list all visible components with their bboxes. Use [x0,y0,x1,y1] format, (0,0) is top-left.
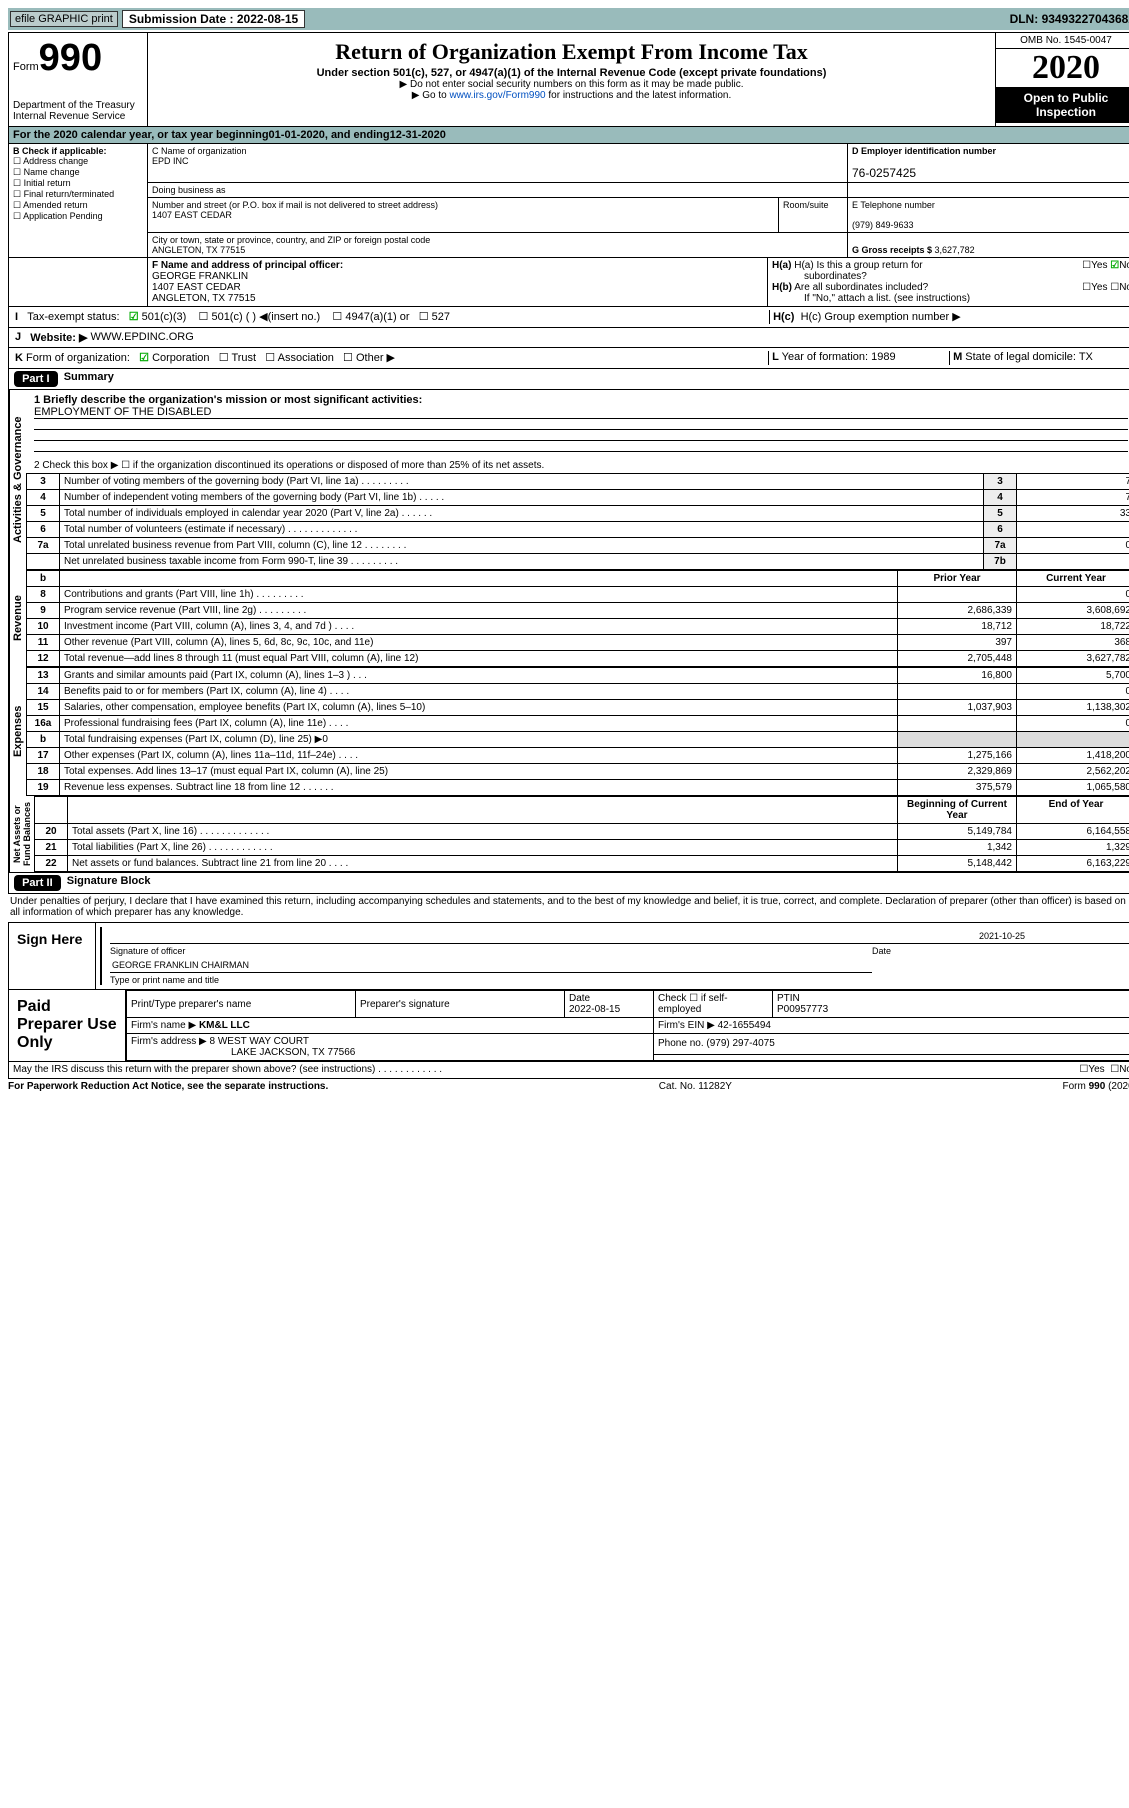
calendar-year-row: For the 2020 calendar year, or tax year … [8,127,1129,144]
sign-block: Sign Here Signature of officer GEORGE FR… [8,922,1129,990]
header-right: OMB No. 1545-0047 2020 Open to Public In… [995,33,1129,126]
row-i: I Tax-exempt status: ☑ 501(c)(3) ☐ 501(c… [8,307,1129,328]
page-title: Return of Organization Exempt From Incom… [152,39,991,65]
part1-net: Net Assets or Fund Balances Beginning of… [8,796,1129,873]
row-j: J Website: ▶ WWW.EPDINC.ORG [8,328,1129,348]
note1: ▶ Do not enter social security numbers o… [152,79,991,90]
block-d: D Employer identification number76-02574… [848,144,1129,182]
form-number: 990 [39,37,102,79]
note2: ▶ Go to www.irs.gov/Form990 for instruct… [152,90,991,101]
form990-link[interactable]: www.irs.gov/Form990 [449,90,545,101]
tax-year: 2020 [996,49,1129,87]
dept: Department of the Treasury Internal Reve… [13,100,143,122]
paid-preparer-label: Paid Preparer Use Only [9,990,126,1061]
vlabel-ag: Activities & Governance [9,390,26,570]
summary-table-exp: 13Grants and similar amounts paid (Part … [26,667,1129,796]
block-c: C Name of organizationEPD INC D Employer… [148,144,1129,257]
submission-date: Submission Date : 2022-08-15 [122,10,305,28]
topbar: efile GRAPHIC print Submission Date : 20… [8,8,1129,30]
public-inspection: Open to Public Inspection [996,87,1129,123]
form-label: Form [13,61,39,73]
omb: OMB No. 1545-0047 [996,33,1129,49]
subtitle: Under section 501(c), 527, or 4947(a)(1)… [152,67,991,79]
block-f: F Name and address of principal officer:… [148,258,768,306]
block-hc: H(c) H(c) Group exemption number ▶ [769,310,1129,324]
block-bcd: B Check if applicable: ☐ Address change … [8,144,1129,258]
part1-body: Activities & Governance 1 Briefly descri… [8,390,1129,570]
summary-table-rev: bPrior YearCurrent Year8Contributions an… [26,570,1129,667]
header-left: Form990 Department of the Treasury Inter… [9,33,148,126]
line2: 2 Check this box ▶ ☐ if the organization… [26,458,1129,473]
summary-table-net: Beginning of Current YearEnd of Year20To… [34,796,1129,872]
part1-rev: Revenue bPrior YearCurrent Year8Contribu… [8,570,1129,667]
row-klm: K Form of organization: ☑ Corporation ☐ … [8,348,1129,369]
declaration: Under penalties of perjury, I declare th… [8,894,1129,920]
summary-table-gov: 3Number of voting members of the governi… [26,473,1129,570]
part2-hdr: Part II Signature Block [8,873,1129,894]
sign-here-label: Sign Here [9,923,96,989]
block-e: E Telephone number(979) 849-9633 [848,198,1129,232]
efile-button[interactable]: efile GRAPHIC print [10,11,118,27]
footer: For Paperwork Reduction Act Notice, see … [8,1081,1129,1092]
header-center: Return of Organization Exempt From Incom… [148,33,995,126]
block-fh: F Name and address of principal officer:… [8,258,1129,307]
block-g: G Gross receipts $ 3,627,782 [848,233,1129,257]
preparer-block: Paid Preparer Use Only Print/Type prepar… [8,990,1129,1062]
part1-exp: Expenses 13Grants and similar amounts pa… [8,667,1129,796]
vlabel-net: Net Assets or Fund Balances [9,796,34,872]
line1: 1 Briefly describe the organization's mi… [26,390,1129,458]
header: Form990 Department of the Treasury Inter… [8,32,1129,127]
dln: DLN: 93493227043682 [1010,12,1129,26]
discuss-row: May the IRS discuss this return with the… [8,1062,1129,1079]
vlabel-exp: Expenses [9,667,26,796]
block-b: B Check if applicable: ☐ Address change … [9,144,148,257]
part1-hdr: Part I Summary [8,369,1129,390]
block-h: H(a) H(a) Is this a group return for ☐Ye… [768,258,1129,306]
vlabel-rev: Revenue [9,570,26,667]
